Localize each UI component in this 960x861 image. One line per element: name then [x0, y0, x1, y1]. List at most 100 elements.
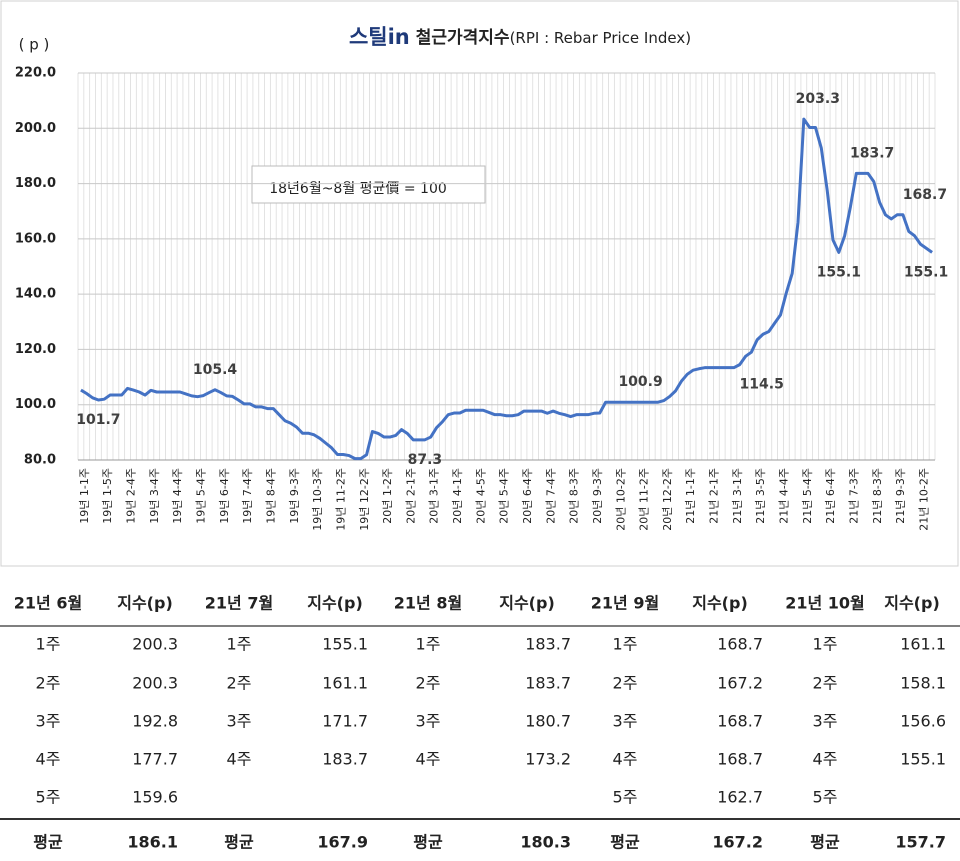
data-label: 203.3 — [796, 91, 840, 107]
table-cell: 200.3 — [132, 635, 178, 654]
table-cell: 183.7 — [525, 674, 571, 693]
x-tick-label: 20년 2-1주 — [404, 468, 417, 524]
annotation-box — [251, 165, 486, 204]
table-cell: 2주 — [227, 674, 252, 693]
x-tick-label: 19년 1-1주 — [78, 468, 91, 524]
x-tick-label: 21년 5-4주 — [801, 468, 814, 524]
table-cell: 156.6 — [900, 712, 946, 731]
x-tick-label: 19년 6-4주 — [218, 468, 231, 524]
chart-title: 스틸in 철근가격지수(RPI : Rebar Price Index) — [349, 25, 691, 49]
table-cell: 183.7 — [525, 635, 571, 654]
table-cell: 1주 — [613, 635, 638, 654]
x-tick-label: 19년 9-3주 — [288, 468, 301, 524]
table-header: 지수(p) — [499, 594, 555, 613]
x-tick-label: 20년 10-2주 — [614, 468, 627, 531]
x-tick-label: 21년 4-4주 — [778, 468, 791, 524]
table-cell: 162.7 — [717, 788, 763, 807]
table-cell: 4주 — [227, 750, 252, 769]
table-cell: 2주 — [613, 674, 638, 693]
data-label: 87.3 — [408, 452, 443, 468]
table-cell: 155.1 — [322, 635, 368, 654]
table-cell: 4주 — [613, 750, 638, 769]
x-tick-label: 21년 8-3주 — [871, 468, 884, 524]
y-tick-label: 100.0 — [15, 397, 56, 412]
y-tick-label: 120.0 — [15, 342, 56, 357]
table-cell: 180.7 — [525, 712, 571, 731]
table-cell: 2주 — [416, 674, 441, 693]
table-cell: 1주 — [416, 635, 441, 654]
table-cell: 5주 — [613, 788, 638, 807]
x-tick-label: 21년 3-5주 — [754, 468, 767, 524]
x-tick-label: 21년 3-1주 — [731, 468, 744, 524]
table-cell: 168.7 — [717, 750, 763, 769]
chart-frame — [0, 0, 959, 567]
x-tick-label: 21년 10-2주 — [917, 468, 930, 531]
table-cell: 158.1 — [900, 674, 946, 693]
x-tick-label: 19년 12-2주 — [358, 468, 371, 531]
table-cell: 3주 — [813, 712, 838, 731]
table-cell: 5주 — [36, 788, 61, 807]
data-label: 155.1 — [904, 264, 948, 280]
table-cell: 평균 — [224, 833, 254, 852]
table-cell: 159.6 — [132, 788, 178, 807]
table-cell: 4주 — [416, 750, 441, 769]
table-cell: 192.8 — [132, 712, 178, 731]
y-tick-label: 140.0 — [15, 287, 56, 302]
logo: 스틸in — [349, 25, 410, 49]
table-cell: 173.2 — [525, 750, 571, 769]
table-cell: 1주 — [227, 635, 252, 654]
data-label: 105.4 — [193, 362, 238, 378]
table-cell: 161.1 — [900, 635, 946, 654]
x-tick-label: 20년 8-3주 — [568, 468, 581, 524]
table-cell: 4주 — [36, 750, 61, 769]
x-tick-label: 21년 7-3주 — [847, 468, 860, 524]
table-cell: 167.9 — [317, 833, 368, 852]
x-tick-label: 19년 5-4주 — [195, 468, 208, 524]
table-cell: 5주 — [813, 788, 838, 807]
y-tick-label: 80.0 — [24, 453, 56, 468]
table-header: 21년 10월 — [785, 594, 865, 613]
table-header: 21년 6월 — [14, 594, 82, 613]
table-cell: 168.7 — [717, 712, 763, 731]
y-tick-label: 180.0 — [15, 176, 56, 191]
x-tick-label: 20년 5-4주 — [498, 468, 511, 524]
table-header: 21년 8월 — [394, 594, 462, 613]
y-tick-label: 200.0 — [15, 121, 56, 136]
data-label: 100.9 — [618, 374, 662, 390]
data-label: 168.7 — [903, 187, 947, 203]
x-tick-label: 20년 9-3주 — [591, 468, 604, 524]
x-tick-label: 19년 4-4주 — [171, 468, 184, 524]
x-tick-label: 19년 2-4주 — [125, 468, 138, 524]
x-tick-label: 20년 12-2주 — [661, 468, 674, 531]
x-tick-label: 20년 7-4주 — [544, 468, 557, 524]
table-cell: 3주 — [416, 712, 441, 731]
table-cell: 171.7 — [322, 712, 368, 731]
x-tick-label: 19년 10-3주 — [311, 468, 324, 531]
table-cell: 177.7 — [132, 750, 178, 769]
table-cell: 161.1 — [322, 674, 368, 693]
data-label: 101.7 — [76, 412, 120, 428]
table-cell: 2주 — [813, 674, 838, 693]
table-cell: 3주 — [613, 712, 638, 731]
x-tick-label: 19년 1-5주 — [101, 468, 114, 524]
x-tick-label: 20년 3-1주 — [428, 468, 441, 524]
data-label: 183.7 — [850, 145, 894, 161]
data-label: 155.1 — [817, 264, 861, 280]
table-header: 지수(p) — [692, 594, 748, 613]
x-tick-label: 20년 11-2주 — [638, 468, 651, 531]
x-tick-label: 21년 1-1주 — [684, 468, 697, 524]
table-cell: 168.7 — [717, 635, 763, 654]
table-cell: 3주 — [227, 712, 252, 731]
table-cell: 1주 — [813, 635, 838, 654]
table-cell: 180.3 — [520, 833, 571, 852]
y-axis-unit: ( p ) — [19, 36, 50, 54]
data-label: 114.5 — [740, 377, 784, 393]
table-cell: 3주 — [36, 712, 61, 731]
table-cell: 4주 — [813, 750, 838, 769]
x-tick-label: 19년 8-4주 — [264, 468, 277, 524]
x-tick-label: 19년 11-2주 — [334, 468, 347, 531]
table-cell: 167.2 — [712, 833, 763, 852]
line-series — [80, 117, 933, 461]
table-cell: 167.2 — [717, 674, 763, 693]
